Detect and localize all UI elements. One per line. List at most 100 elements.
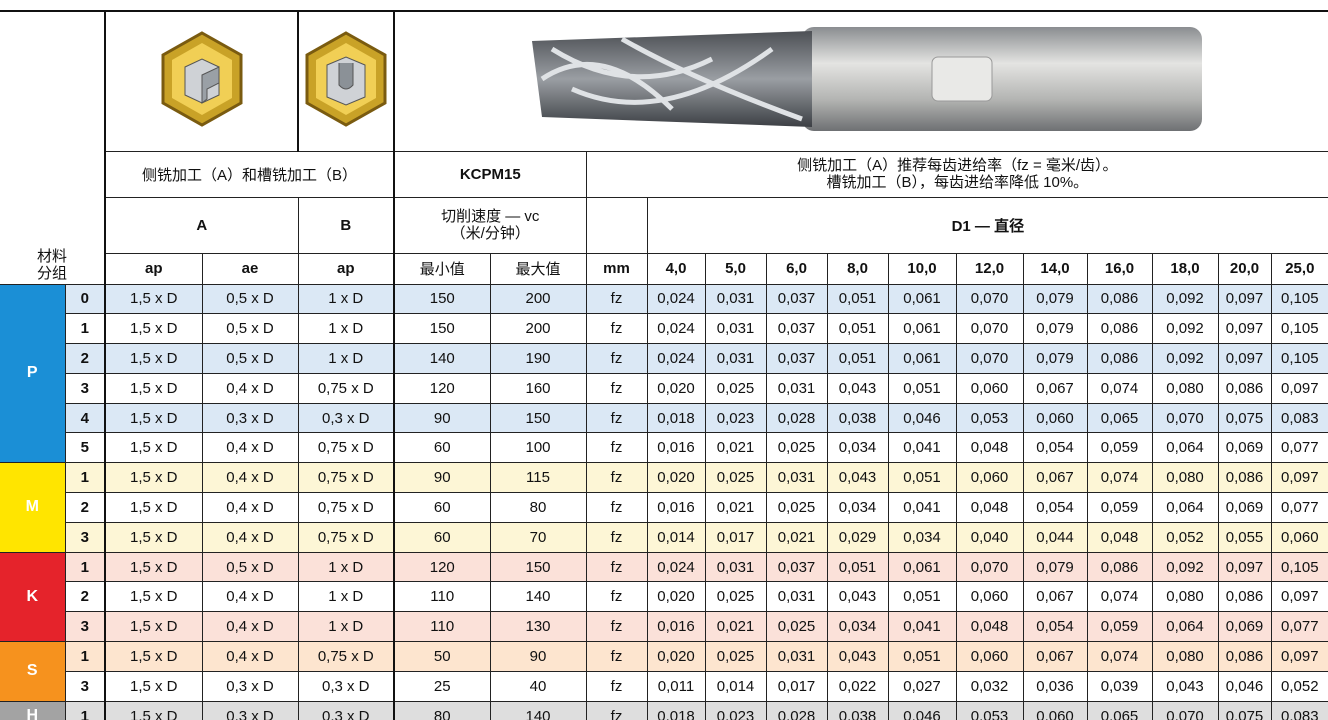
feed-cell: 0,086 [1217,372,1272,404]
ap-cell: 1,5 x D [104,313,203,345]
note-line: 槽铣加工（B），每齿进给率降低 10%。 [826,174,1089,191]
feed-cell: 0,092 [1151,283,1219,315]
feed-cell: 0,060 [955,462,1024,494]
vc-max-cell: 40 [489,670,587,702]
feed-cell: 0,046 [887,700,957,720]
feed-cell: 0,048 [955,492,1024,523]
feed-cell: 0,025 [704,372,767,404]
feed-cell: 0,070 [955,551,1024,583]
ap-cell: 1,5 x D [104,402,203,434]
vc-min-cell: 25 [393,670,491,702]
side-milling-icon [104,10,299,152]
feed-cell: 0,025 [765,611,828,643]
feed-cell: 0,017 [704,521,767,553]
diameter-header: 16,0 [1086,252,1153,285]
feed-cell: 0,020 [646,641,706,672]
ap-cell: 1,5 x D [104,641,203,672]
feed-cell: 0,054 [1022,611,1088,643]
ae-cell: 0,4 x D [201,492,299,523]
feed-cell: 0,052 [1270,670,1328,702]
vc-min-cell: 50 [393,641,491,672]
vc-min-cell: 90 [393,462,491,494]
unit-cell: fz [585,402,648,434]
feed-cell: 0,079 [1022,551,1088,583]
feed-cell: 0,092 [1151,313,1219,345]
feed-cell: 0,052 [1151,521,1219,553]
feed-cell: 0,043 [826,581,889,613]
feed-cell: 0,054 [1022,432,1088,464]
feed-cell: 0,080 [1151,462,1219,494]
ap-cell: 1,5 x D [104,670,203,702]
feed-cell: 0,067 [1022,641,1088,672]
feed-cell: 0,043 [826,462,889,494]
unit-cell: fz [585,492,648,523]
subgroup-cell: 0 [65,283,106,315]
b-ap-cell: 1 x D [297,581,395,613]
subgroup-cell: 3 [65,670,106,702]
feed-cell: 0,024 [646,283,706,315]
feed-cell: 0,031 [704,313,767,345]
vc-min-cell: 110 [393,611,491,643]
feed-cell: 0,105 [1270,551,1328,583]
subgroup-cell: 4 [65,402,106,434]
feed-cell: 0,069 [1217,492,1272,523]
label-line: 材料 [37,247,68,265]
feed-cell: 0,041 [887,611,957,643]
feed-cell: 0,028 [765,700,828,720]
data-row: S 1 1,5 x D 0,4 x D 0,75 x D 50 90 fz 0,020 0,025… [0,641,1328,702]
feed-cell: 0,016 [646,492,706,523]
feed-cell: 0,080 [1151,641,1219,672]
b-ap-header: ap [297,252,395,285]
feed-cell: 0,051 [826,343,889,374]
feed-cell: 0,060 [1022,700,1088,720]
diameter-header: 5,0 [704,252,767,285]
feed-cell: 0,034 [826,492,889,523]
feed-cell: 0,032 [955,670,1024,702]
ae-cell: 0,5 x D [201,313,299,345]
b-ap-cell: 1 x D [297,283,395,315]
vc-min-cell: 150 [393,283,491,315]
diameter-header: 20,0 [1217,252,1272,285]
vc-max-cell: 100 [489,432,587,464]
feed-cell: 0,060 [1270,521,1328,553]
unit-cell: fz [585,343,648,374]
feed-cell: 0,025 [704,581,767,613]
unit-cell: fz [585,521,648,553]
feed-cell: 0,029 [826,521,889,553]
unit-cell: fz [585,641,648,672]
b-ap-cell: 0,3 x D [297,670,395,702]
feed-note: 侧铣加工（A）推荐每齿进给率（fz = 毫米/齿）。 槽铣加工（B），每齿进给率… [585,150,1328,198]
unit-cell: fz [585,670,648,702]
b-ap-cell: 1 x D [297,313,395,345]
feed-cell: 0,077 [1270,432,1328,464]
b-ap-cell: 0,3 x D [297,402,395,434]
data-row: 3 1,5 x D 0,4 x D 0,75 x D 60 70 fz 0,014 0,017 0… [0,521,1328,553]
data-row: 2 1,5 x D 0,4 x D 0,75 x D 60 80 fz 0,016 0,021 0… [0,492,1328,523]
vc-max-cell: 190 [489,343,587,374]
unit-cell: fz [585,462,648,494]
feed-cell: 0,031 [704,283,767,315]
data-row: M 1 1,5 x D 0,4 x D 0,75 x D 90 115 fz 0,020 0,02… [0,462,1328,553]
feed-cell: 0,061 [887,551,957,583]
feed-cell: 0,067 [1022,462,1088,494]
vc-max-cell: 200 [489,313,587,345]
feed-cell: 0,048 [955,611,1024,643]
ae-cell: 0,3 x D [201,670,299,702]
feed-cell: 0,097 [1270,581,1328,613]
feed-cell: 0,074 [1086,581,1153,613]
feed-cell: 0,067 [1022,581,1088,613]
feed-cell: 0,024 [646,551,706,583]
feed-cell: 0,040 [955,521,1024,553]
blank-cell [585,196,648,254]
ap-cell: 1,5 x D [104,492,203,523]
diameter-header: 18,0 [1151,252,1219,285]
ap-cell: 1,5 x D [104,521,203,553]
diameter-header: 14,0 [1022,252,1088,285]
vc-min-cell: 60 [393,432,491,464]
data-row: 5 1,5 x D 0,4 x D 0,75 x D 60 100 fz 0,016 0,021… [0,432,1328,464]
feed-cell: 0,021 [765,521,828,553]
feed-cell: 0,020 [646,581,706,613]
